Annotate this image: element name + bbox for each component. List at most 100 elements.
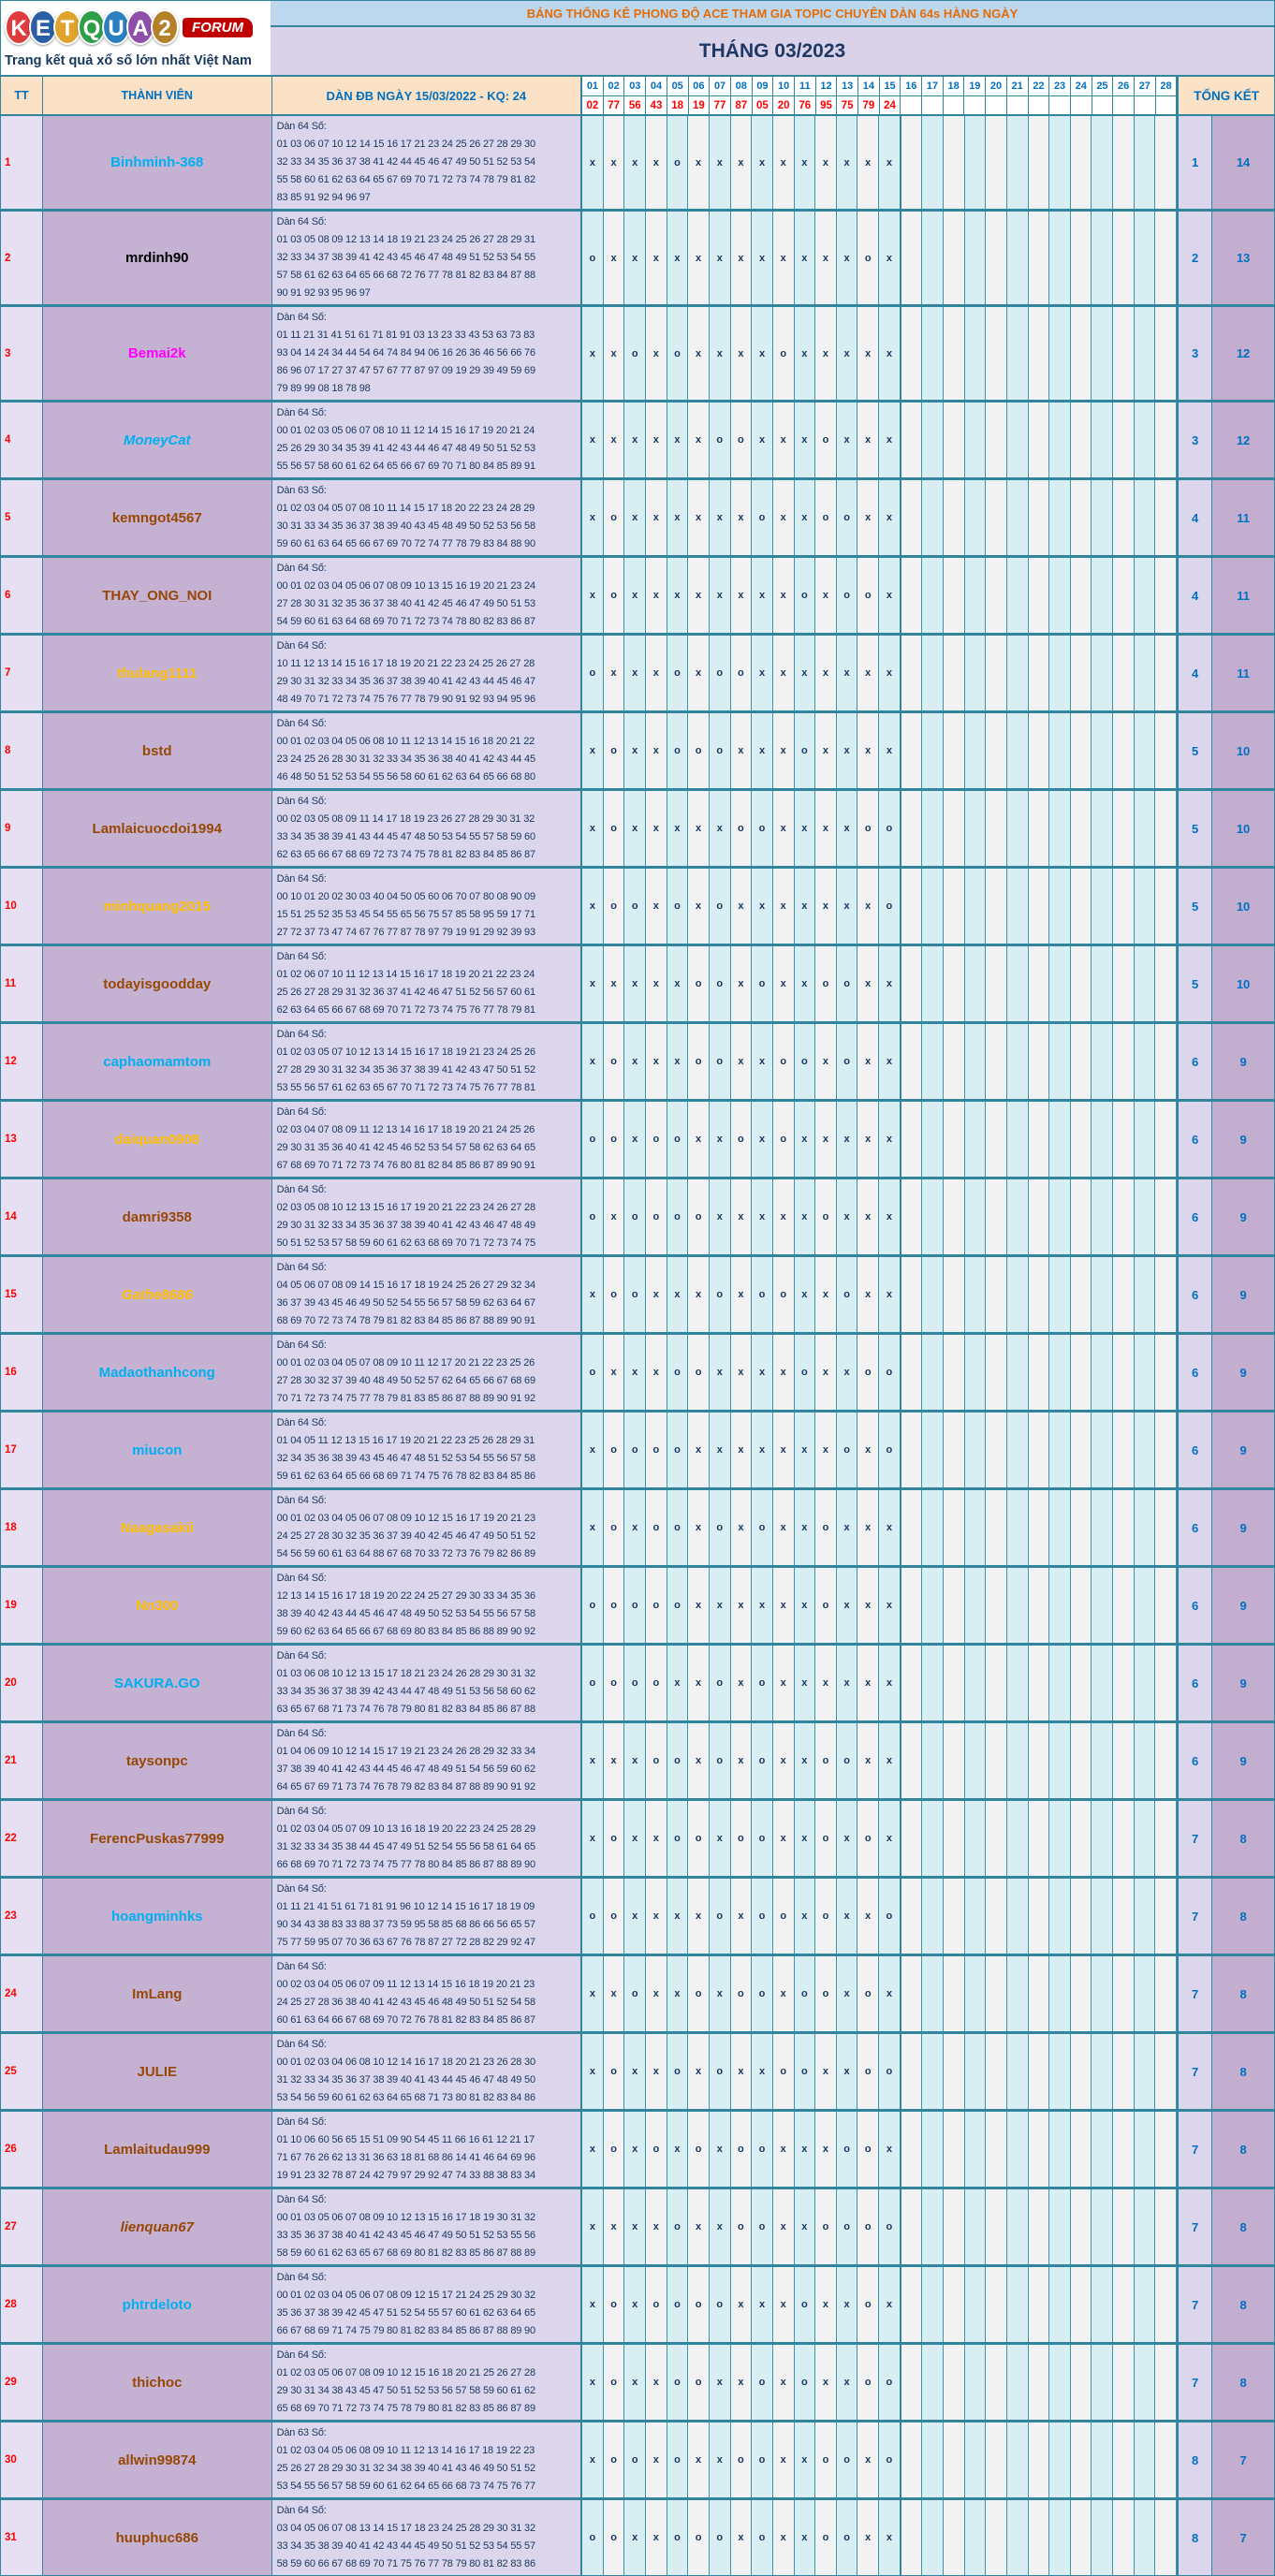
day-mark-cell: x [772,402,795,477]
day-header: 12 [815,77,838,95]
member-row: 29 thichoc Dàn 64 Số: 01 02 03 05 06 07 08 … [1,2345,1275,2422]
dan-cell: Dàn 64 Số: 00 01 02 03 04 05 06 07 08 09 … [271,1490,583,1565]
day-mark-cell [986,1412,1007,1487]
member-name[interactable]: Bemai2k [42,307,272,400]
day-mark-cell: o [582,1102,604,1177]
member-name[interactable]: SAKURA.GO [42,1646,272,1720]
member-name[interactable]: THAY_ONG_NOI [42,558,272,633]
day-mark-cell [1134,2267,1156,2342]
day-mark-cell: o [879,1412,901,1487]
member-name[interactable]: mrdinh90 [42,212,272,304]
member-name[interactable]: Nn300 [42,1568,272,1643]
member-name[interactable]: taysonpc [42,1723,272,1798]
day-mark-cell [1155,480,1178,555]
member-name[interactable]: hoangminhks [42,1879,272,1954]
day-result: 77 [710,95,731,114]
member-name[interactable]: thichoc [42,2345,272,2420]
day-mark-cell [1070,1102,1092,1177]
day-mark-cell: o [603,869,625,944]
dan-label: Dàn 64 Số: [276,121,327,132]
day-mark-cell: o [624,1412,647,1487]
day-mark-cell: o [752,2500,773,2575]
month-title: THÁNG 03/2023 [271,27,1274,75]
member-name[interactable]: JULIE [42,2034,272,2109]
day-mark-cell: o [646,1490,667,1565]
day-mark-cell [1134,2345,1156,2420]
member-name[interactable]: miucon [42,1412,272,1487]
day-mark-cell: x [772,713,795,788]
tt-cell: 20 [1,1646,43,1720]
member-name[interactable]: lienquan67 [42,2189,272,2264]
member-name[interactable]: allwin99874 [42,2422,272,2497]
dan-label: Dàn 63 Số: [276,2427,327,2438]
member-name[interactable]: Naagasakii [42,1490,272,1565]
day-mark-cell [1134,2500,1156,2575]
dan-label: Dàn 64 Số: [276,873,327,885]
member-name[interactable]: ImLang [42,1956,272,2031]
day-mark-cell: x [624,402,647,477]
member-name[interactable]: Binhminh-368 [42,116,272,209]
member-name[interactable]: Gathe8686 [42,1257,272,1332]
member-name[interactable]: phtrdeloto [42,2267,272,2342]
dan-numbers-line: 65 68 69 70 71 72 73 74 75 78 79 80 81 8… [276,2403,535,2414]
member-name[interactable]: damri9358 [42,1179,272,1254]
day-mark-cell [922,2422,944,2497]
dan-label: Dàn 64 Số: [276,2272,327,2283]
day-mark-cell: x [772,1412,795,1487]
day-mark-cell: o [667,1412,689,1487]
day-mark-cell [901,2345,923,2420]
day-mark-cell [1049,1956,1071,2031]
day-mark-cell [1113,1879,1135,1954]
day-mark-cell: o [667,1723,689,1798]
day-mark-cell [986,2422,1007,2497]
day-mark-cell: x [624,116,647,209]
day-mark-cell [1049,1179,1071,1254]
day-mark-cell: x [603,1179,625,1254]
day-mark-cell: x [646,480,667,555]
member-name[interactable]: huuphuc686 [42,2500,272,2575]
member-name[interactable]: Lamlaitudau999 [42,2112,272,2187]
member-name[interactable]: FerencPuskas77999 [42,1801,272,1876]
member-name[interactable]: minhquang2015 [42,869,272,944]
day-mark-cell: x [857,1568,880,1643]
day-mark-cell: x [624,480,647,555]
day-mark-cell [943,1956,965,2031]
day-mark-cell [943,1335,965,1410]
day-header: 13 [837,77,859,95]
day-mark-cell [1092,1412,1114,1487]
tt-cell: 2 [1,212,43,304]
member-name[interactable]: kemngot4567 [42,480,272,555]
member-name[interactable]: MoneyCat [42,402,272,477]
day-mark-cell: x [794,1257,816,1332]
day-mark-cell [1070,2500,1092,2575]
day-mark-cell [1028,1412,1050,1487]
day-mark-cell: x [730,212,753,304]
day-mark-cell: x [772,2112,795,2187]
day-mark-cell: o [667,2422,689,2497]
day-mark-cell: o [752,1879,773,1954]
day-mark-cell [1070,1646,1092,1720]
member-name[interactable]: thulang1111 [42,636,272,710]
member-name[interactable]: caphaomamtom [42,1024,272,1099]
day-mark-cell: x [815,636,837,710]
member-name[interactable]: bstd [42,713,272,788]
x-total-cell: 8 [1211,2345,1275,2420]
day-mark-cell [922,402,944,477]
day-header: 19 [964,77,987,95]
member-name[interactable]: Lamlaicuocdoi1994 [42,791,272,866]
day-mark-cell [901,1412,923,1487]
day-mark-cell: o [646,2112,667,2187]
day-mark-cell: x [624,946,647,1021]
day-mark-cell: x [624,1723,647,1798]
dan-numbers-line: 01 02 03 04 05 07 08 10 11 14 15 17 18 2… [276,503,535,514]
member-name[interactable]: Madaothanhcong [42,1335,272,1410]
day-mark-cell [901,713,923,788]
o-total-cell: 8 [1177,2422,1212,2497]
dan-label: Dàn 64 Số: [276,640,327,651]
day-mark-cell: o [879,2034,901,2109]
day-mark-cell: x [857,636,880,710]
member-name[interactable]: daiquan0908 [42,1102,272,1177]
day-mark-cell [986,212,1007,304]
member-name[interactable]: todayisgoodday [42,946,272,1021]
